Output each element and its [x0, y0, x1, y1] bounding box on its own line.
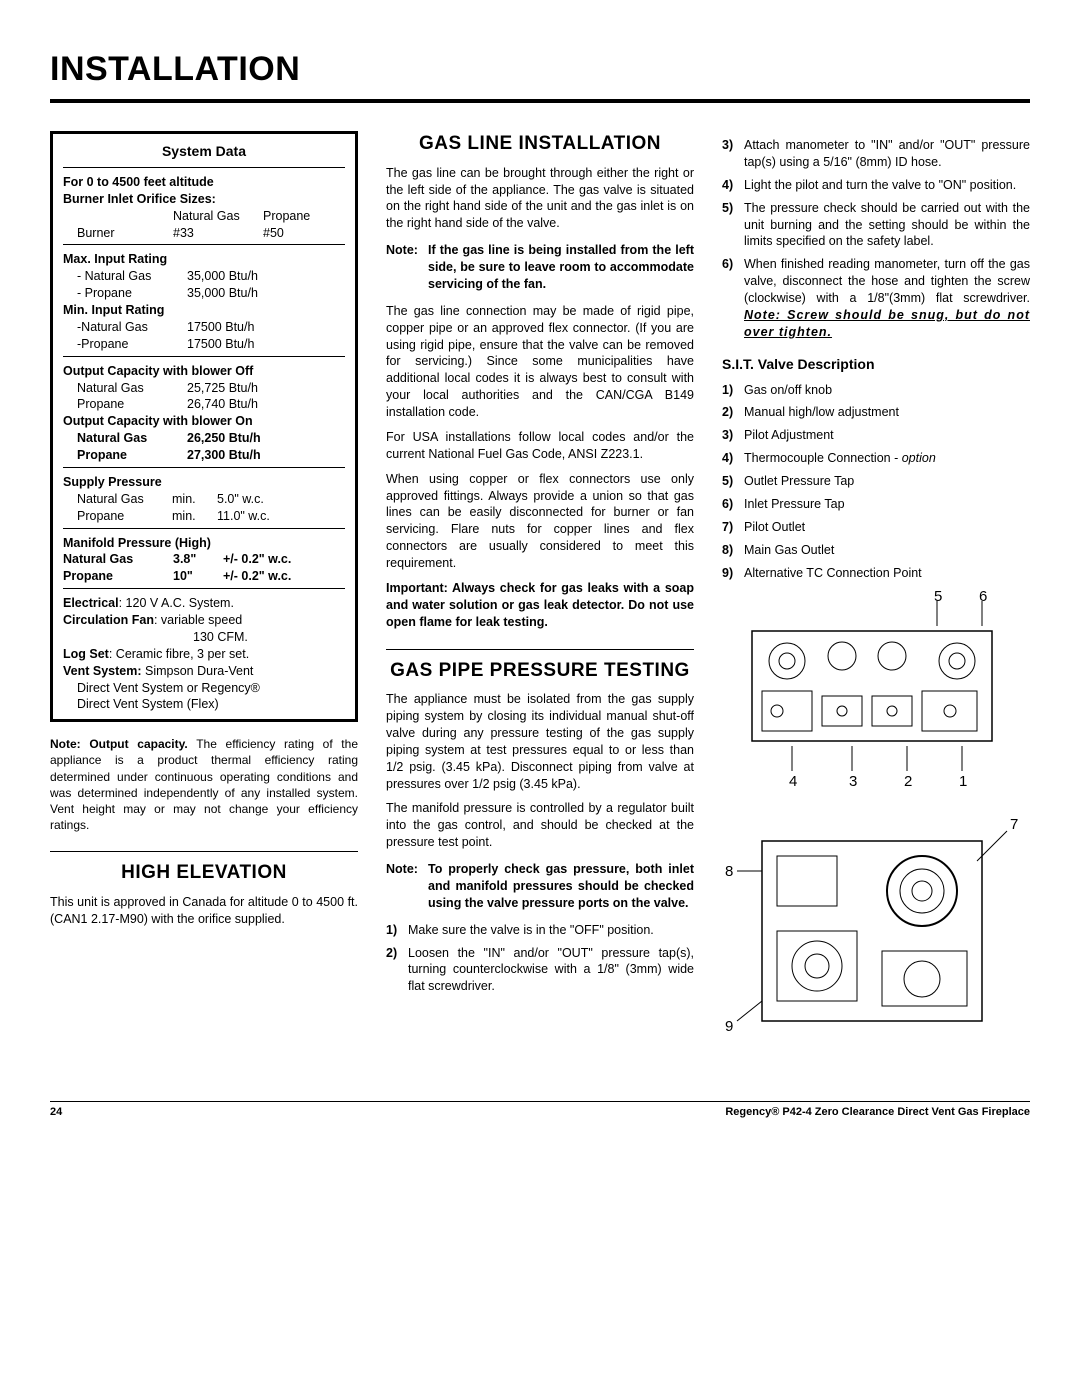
- out-on-label: Output Capacity with blower On: [63, 413, 345, 430]
- svg-text:1: 1: [959, 773, 967, 790]
- sit-8: 8)Main Gas Outlet: [722, 542, 1030, 559]
- high-elevation-text: This unit is approved in Canada for alti…: [50, 894, 358, 928]
- svg-text:7: 7: [1010, 816, 1018, 833]
- step-1: 1)Make sure the valve is in the "OFF" po…: [386, 922, 694, 939]
- svg-text:2: 2: [904, 773, 912, 790]
- sit-7: 7)Pilot Outlet: [722, 519, 1030, 536]
- system-data-title: System Data: [63, 142, 345, 161]
- step-3: 3)Attach manometer to "IN" and/or "OUT" …: [722, 137, 1030, 171]
- out-off-lp: 26,740 Btu/h: [187, 396, 258, 413]
- pressure-title: GAS PIPE PRESSURE TESTING: [386, 649, 694, 684]
- supply-ng: 5.0" w.c.: [217, 491, 264, 508]
- out-off-label: Output Capacity with blower Off: [63, 363, 345, 380]
- page-title: INSTALLATION: [50, 50, 1030, 89]
- orifice-label: Burner Inlet Orifice Sizes:: [63, 191, 345, 208]
- max-label: Max. Input Rating: [63, 251, 345, 268]
- column-2: GAS LINE INSTALLATION The gas line can b…: [386, 131, 694, 1061]
- gas-line-p4: When using copper or flex connectors use…: [386, 471, 694, 572]
- efficiency-note: Note: Output capacity. The efficiency ra…: [50, 736, 358, 833]
- column-1: System Data For 0 to 4500 feet altitude …: [50, 131, 358, 1061]
- out-off-ng: 25,725 Btu/h: [187, 380, 258, 397]
- sit-3: 3)Pilot Adjustment: [722, 427, 1030, 444]
- gas-line-note: Note: If the gas line is being installed…: [386, 242, 694, 293]
- sit-4: 4)Thermocouple Connection - option: [722, 450, 1030, 467]
- svg-text:9: 9: [725, 1018, 733, 1035]
- supply-label: Supply Pressure: [63, 474, 345, 491]
- max-lp: 35,000 Btu/h: [187, 285, 258, 302]
- step-2: 2)Loosen the "IN" and/or "OUT" pressure …: [386, 945, 694, 996]
- gas-line-p1: The gas line can be brought through eith…: [386, 165, 694, 233]
- sit-9: 9)Alternative TC Connection Point: [722, 565, 1030, 582]
- svg-text:8: 8: [725, 863, 733, 880]
- step-5: 5)The pressure check should be carried o…: [722, 200, 1030, 251]
- max-ng: 35,000 Btu/h: [187, 268, 258, 285]
- supply-lp: 11.0" w.c.: [217, 508, 270, 525]
- gas-line-important: Important: Always check for gas leaks wi…: [386, 580, 694, 631]
- svg-text:3: 3: [849, 773, 857, 790]
- sit-1: 1)Gas on/off knob: [722, 382, 1030, 399]
- gas-line-p2: The gas line connection may be made of r…: [386, 303, 694, 421]
- pressure-p1: The appliance must be isolated from the …: [386, 691, 694, 792]
- altitude-line: For 0 to 4500 feet altitude: [63, 174, 345, 191]
- min-label: Min. Input Rating: [63, 302, 345, 319]
- out-on-ng: 26,250 Btu/h: [187, 430, 261, 447]
- svg-text:6: 6: [979, 591, 987, 605]
- step-6: 6)When finished reading manometer, turn …: [722, 256, 1030, 340]
- ng-header: Natural Gas: [173, 208, 263, 225]
- valve-diagram-side: 7 8 9: [722, 801, 1030, 1061]
- step-4: 4)Light the pilot and turn the valve to …: [722, 177, 1030, 194]
- manifold-label: Manifold Pressure (High): [63, 535, 345, 552]
- man-ng: 3.8": [173, 551, 223, 568]
- burner-label: Burner: [77, 225, 173, 242]
- high-elevation-title: HIGH ELEVATION: [50, 851, 358, 886]
- sit-title: S.I.T. Valve Description: [722, 355, 1030, 374]
- lp-header: Propane: [263, 208, 310, 225]
- svg-text:5: 5: [934, 591, 942, 605]
- page-number: 24: [50, 1106, 62, 1118]
- title-rule: [50, 99, 1030, 103]
- sit-5: 5)Outlet Pressure Tap: [722, 473, 1030, 490]
- footer: 24 Regency® P42-4 Zero Clearance Direct …: [50, 1101, 1030, 1118]
- man-lp: 10": [173, 568, 223, 585]
- valve-diagram-top: 5 6 4 3 2 1: [722, 591, 1030, 791]
- pressure-note: Note: To properly check gas pressure, bo…: [386, 861, 694, 912]
- footer-text: Regency® P42-4 Zero Clearance Direct Ven…: [725, 1106, 1030, 1118]
- sit-6: 6)Inlet Pressure Tap: [722, 496, 1030, 513]
- min-ng: 17500 Btu/h: [187, 319, 254, 336]
- system-data-box: System Data For 0 to 4500 feet altitude …: [50, 131, 358, 722]
- gas-line-p3: For USA installations follow local codes…: [386, 429, 694, 463]
- min-lp: 17500 Btu/h: [187, 336, 254, 353]
- pressure-p2: The manifold pressure is controlled by a…: [386, 800, 694, 851]
- column-3: 3)Attach manometer to "IN" and/or "OUT" …: [722, 131, 1030, 1061]
- gas-line-title: GAS LINE INSTALLATION: [386, 131, 694, 157]
- sit-2: 2)Manual high/low adjustment: [722, 404, 1030, 421]
- burner-lp: #50: [263, 225, 284, 242]
- svg-text:4: 4: [789, 773, 797, 790]
- burner-ng: #33: [173, 225, 263, 242]
- out-on-lp: 27,300 Btu/h: [187, 447, 261, 464]
